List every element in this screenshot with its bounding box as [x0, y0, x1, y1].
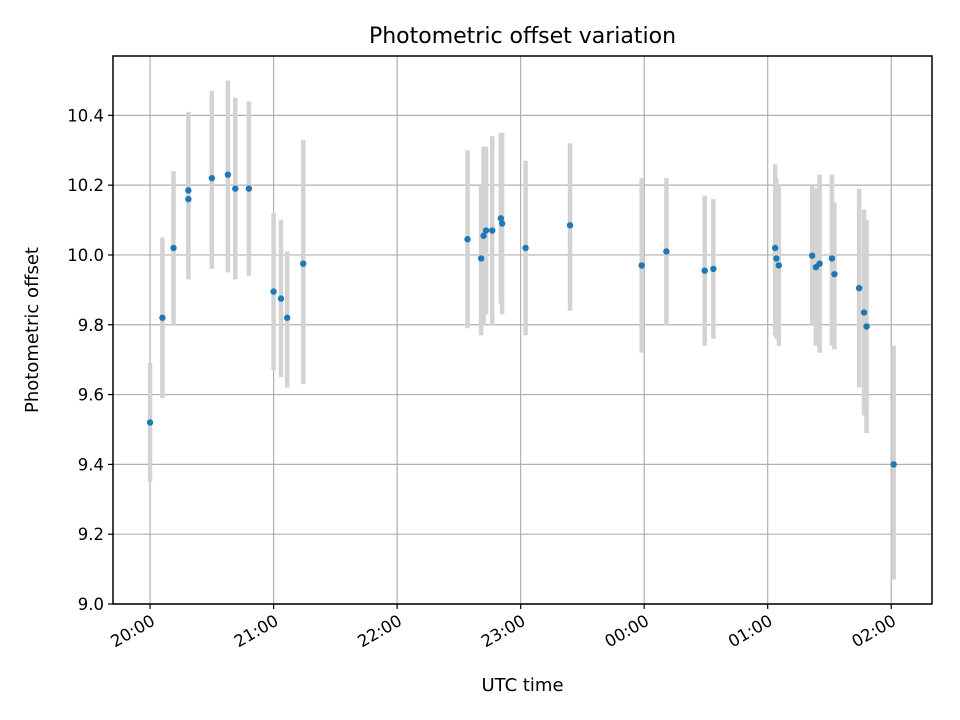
errorbar-layer: [147, 80, 896, 580]
y-tick-label: 9.0: [78, 595, 104, 614]
data-point: [300, 260, 307, 267]
data-point: [860, 309, 868, 316]
plot-frame: [112, 55, 933, 605]
data-point: [159, 314, 166, 321]
data-point: [224, 171, 232, 178]
data-point: [283, 314, 291, 321]
data-point: [663, 248, 670, 255]
x-tick-label: 00:00: [601, 611, 652, 651]
data-point: [773, 255, 780, 262]
data-point: [170, 244, 177, 252]
data-point: [185, 187, 192, 194]
y-tick-label: 10.4: [67, 106, 104, 125]
y-tick-label: 9.6: [78, 386, 104, 405]
y-axis-label: Photometric offset: [22, 247, 43, 413]
data-point: [863, 323, 870, 330]
data-point: [566, 222, 574, 229]
y-tick-label: 10.2: [67, 176, 104, 195]
data-point: [710, 265, 717, 273]
data-point: [831, 270, 838, 278]
data-point: [245, 185, 253, 192]
data-point: [477, 255, 485, 262]
x-tick-label: 01:00: [725, 611, 776, 651]
data-point: [890, 461, 897, 468]
data-point: [480, 232, 487, 239]
data-point: [771, 244, 779, 252]
point-layer: [146, 171, 897, 468]
data-point: [855, 284, 863, 292]
chart-title: Photometric offset variation: [369, 24, 676, 49]
data-point: [489, 227, 496, 234]
data-point: [270, 288, 277, 295]
data-point: [482, 227, 490, 234]
data-point: [498, 220, 506, 227]
data-point: [775, 262, 783, 269]
data-point: [701, 267, 708, 274]
y-tick-label: 9.4: [78, 455, 104, 474]
data-point: [497, 215, 505, 222]
data-point: [185, 195, 192, 203]
data-point: [638, 262, 645, 269]
y-tick-label: 9.8: [78, 316, 104, 335]
data-point: [464, 236, 471, 243]
data-point: [828, 255, 836, 262]
x-tick-label: 02:00: [849, 611, 900, 651]
data-point: [232, 185, 239, 192]
data-point: [522, 244, 529, 252]
x-tick-label: 22:00: [354, 611, 405, 651]
x-tick-label: 23:00: [478, 611, 529, 651]
data-point: [146, 419, 154, 426]
y-tick-label: 10.0: [67, 246, 104, 265]
x-axis-label: UTC time: [481, 675, 563, 696]
data-point: [208, 174, 216, 182]
data-point: [277, 295, 285, 302]
data-point: [816, 260, 823, 267]
x-tick-label: 21:00: [231, 611, 282, 651]
x-tick-label: 20:00: [107, 611, 158, 651]
y-tick-label: 9.2: [78, 525, 104, 544]
data-point: [808, 252, 816, 259]
